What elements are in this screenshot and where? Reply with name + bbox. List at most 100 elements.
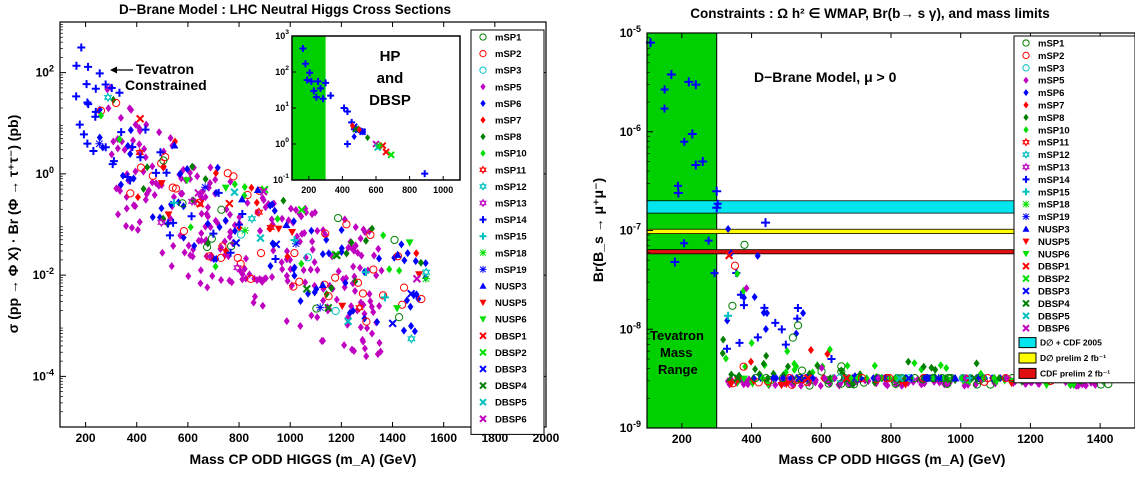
data-point: [827, 374, 834, 383]
data-point: [269, 220, 276, 229]
data-point: [358, 289, 368, 298]
inset-data-point: [319, 95, 327, 103]
data-point: [157, 217, 166, 228]
data-point: [157, 159, 166, 168]
data-point: [320, 296, 327, 305]
data-point: [338, 225, 345, 234]
left-legend-entry: DBSP6: [495, 414, 527, 425]
data-point: [279, 214, 286, 223]
data-point: [421, 267, 431, 278]
data-point: [149, 213, 156, 222]
data-point: [248, 183, 255, 192]
data-point: [128, 105, 135, 114]
data-point: [704, 236, 713, 245]
data-point: [168, 262, 175, 271]
data-point: [294, 232, 301, 241]
data-point: [298, 230, 305, 239]
data-point: [207, 234, 216, 243]
data-point: [818, 363, 825, 372]
inset-x-tick-label: 600: [368, 185, 383, 195]
data-point: [165, 231, 174, 240]
inset-x-tick-label: 1000: [433, 185, 453, 195]
data-point: [162, 168, 171, 177]
data-point: [274, 214, 281, 223]
data-point: [283, 247, 290, 256]
data-point: [762, 325, 769, 334]
data-point: [398, 240, 405, 249]
data-point: [257, 226, 264, 235]
data-point: [413, 249, 420, 258]
data-point: [236, 230, 246, 239]
data-point: [95, 139, 104, 148]
data-point: [233, 253, 242, 263]
data-point: [390, 235, 399, 245]
legend-marker-icon: [1022, 299, 1030, 308]
data-point: [170, 141, 179, 149]
data-point: [934, 374, 943, 383]
legend-marker-icon: [479, 398, 487, 406]
data-point: [361, 268, 370, 277]
data-point: [254, 207, 264, 218]
inset-data-point: [307, 77, 315, 85]
data-point: [115, 210, 122, 219]
data-point: [728, 370, 735, 379]
data-point: [134, 193, 141, 202]
legend-marker-icon: [1022, 274, 1030, 283]
right-legend-entry: DBSP4: [1038, 299, 1070, 310]
right-legend-band-entry: CDF prelim 2 fb⁻¹: [1040, 368, 1110, 378]
left-legend: mSP1 mSP2 mSP3 mSP5 mSP6 mSP7 mSP8 mSP10 mSP11 mS…: [470, 29, 545, 435]
data-point: [341, 215, 348, 224]
data-point: [182, 177, 191, 185]
data-point: [180, 233, 187, 242]
left-x-axis-label: Mass CP ODD HIGGS (m_A) (GeV): [190, 451, 417, 467]
left-legend-entry: mSP12: [495, 182, 527, 193]
data-point: [291, 263, 298, 272]
right-legend-entry: DBSP3: [1038, 287, 1070, 298]
data-point: [259, 301, 266, 310]
data-point: [422, 259, 429, 268]
data-point: [363, 352, 370, 361]
data-point: [114, 144, 121, 153]
data-point: [366, 289, 373, 298]
data-point: [202, 242, 212, 252]
data-point: [124, 141, 131, 150]
inset-data-point: [382, 148, 390, 156]
inset-data-point: [351, 133, 357, 141]
data-point: [279, 265, 286, 274]
data-point: [353, 278, 363, 287]
data-point: [282, 220, 291, 229]
data-point: [196, 199, 205, 208]
data-point: [412, 257, 419, 266]
right-legend-entry: DBSP6: [1038, 324, 1070, 335]
data-point: [72, 92, 81, 101]
data-point: [181, 248, 188, 257]
data-point: [331, 273, 340, 282]
legend-marker-icon: [479, 165, 487, 175]
data-point: [204, 219, 211, 228]
data-point: [308, 311, 315, 320]
data-point: [793, 304, 802, 313]
data-point: [803, 374, 813, 383]
data-point: [849, 380, 859, 389]
data-point: [198, 209, 205, 218]
data-point: [221, 237, 228, 246]
data-point: [167, 133, 174, 142]
data-point: [126, 176, 135, 185]
data-point: [751, 374, 760, 383]
data-point: [241, 182, 248, 191]
legend-marker-icon: [1022, 162, 1030, 172]
data-point: [378, 266, 385, 275]
left-chart-title: D−Brane Model : LHC Neutral Higgs Cross …: [119, 2, 451, 17]
left-legend-entry: mSP2: [495, 49, 521, 60]
data-point: [734, 269, 741, 278]
right-y-tick-label: 10-5: [620, 24, 641, 40]
left-legend-entry: mSP14: [495, 215, 527, 226]
data-point: [214, 188, 223, 197]
data-point: [357, 234, 364, 243]
left-legend-entry: DBSP5: [495, 398, 527, 409]
data-point: [232, 238, 241, 248]
legend-marker-icon: [479, 415, 487, 423]
inset-data-point: [327, 92, 335, 100]
inset-data-point: [299, 44, 307, 52]
